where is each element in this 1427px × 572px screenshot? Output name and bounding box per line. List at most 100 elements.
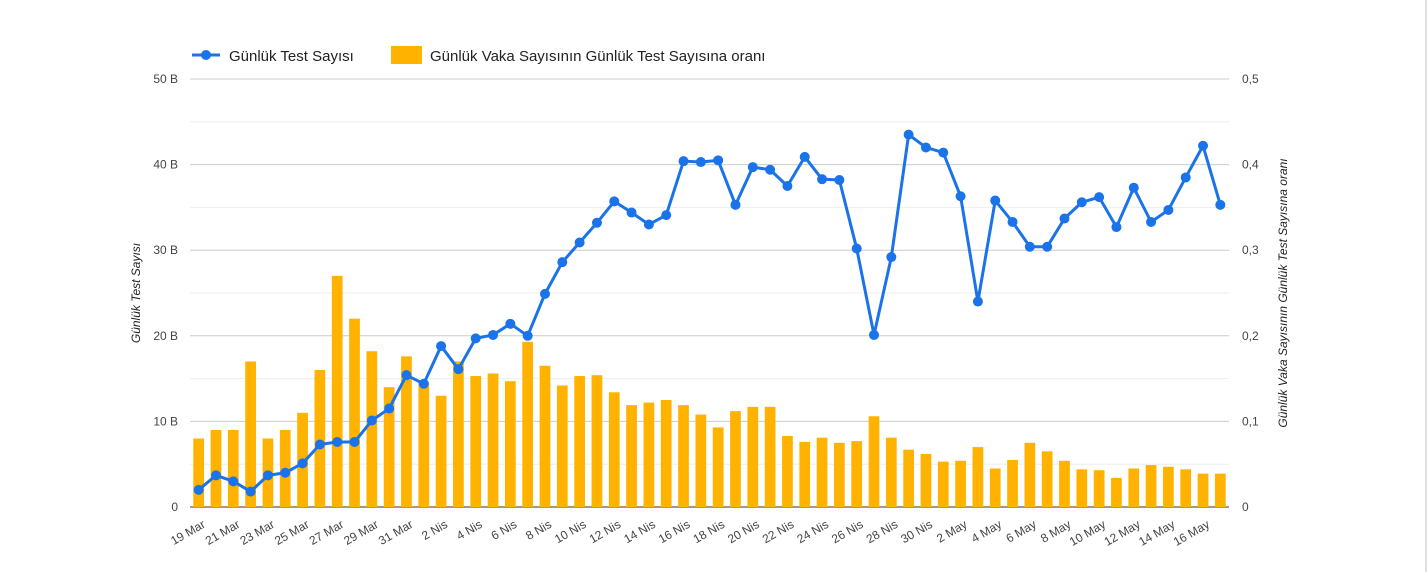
point-6-may[interactable] [1024,241,1035,252]
point-24-nis[interactable] [817,174,828,185]
point-25-nis[interactable] [834,175,845,186]
point-24-mar[interactable] [280,467,291,478]
bar-12-nis[interactable] [608,392,620,507]
point-13-may[interactable] [1146,216,1157,227]
bar-28-mar[interactable] [349,318,360,507]
bar-14-may[interactable] [1163,466,1174,507]
bar-30-mar[interactable] [383,387,395,507]
point-7-nis[interactable] [522,330,533,341]
point-8-nis[interactable] [539,288,550,299]
bar-5-may[interactable] [1007,459,1018,507]
bar-10-may[interactable] [1093,470,1105,507]
point-22-nis[interactable] [782,181,793,191]
point-17-nis[interactable] [695,157,706,168]
point-9-nis[interactable] [557,257,568,268]
point-27-nis[interactable] [869,329,880,340]
point-30-nis[interactable] [920,142,931,153]
bar-1-nis[interactable] [418,382,430,507]
bar-11-nis[interactable] [591,375,603,507]
bar-12-may[interactable] [1128,468,1140,507]
bar-16-nis[interactable] [678,405,689,507]
point-19-mar[interactable] [193,484,204,495]
point-2-may[interactable] [955,191,966,202]
bar-3-may[interactable] [972,447,984,507]
point-16-may[interactable] [1198,140,1209,151]
bar-20-mar[interactable] [210,429,222,507]
point-2-nis[interactable] [436,341,447,352]
bar-10-nis[interactable] [574,376,585,507]
point-12-may[interactable] [1128,182,1139,193]
point-23-mar[interactable] [262,470,273,481]
bar-4-may[interactable] [989,468,1001,507]
bar-16-may[interactable] [1197,473,1209,507]
point-21-nis[interactable] [765,164,776,175]
bar-27-mar[interactable] [331,275,343,507]
bar-26-mar[interactable] [314,370,326,507]
bar-4-nis[interactable] [470,376,482,507]
bar-29-nis[interactable] [903,449,915,507]
bar-31-mar[interactable] [401,356,412,507]
point-12-nis[interactable] [609,196,620,207]
point-20-mar[interactable] [210,470,221,481]
point-22-mar[interactable] [245,486,256,497]
bar-3-nis[interactable] [453,361,464,507]
bar-21-mar[interactable] [227,429,239,507]
bar-19-nis[interactable] [730,411,741,507]
point-16-nis[interactable] [678,156,689,167]
bar-6-nis[interactable] [504,381,516,507]
point-6-nis[interactable] [505,318,516,329]
legend-label-test-count[interactable]: Günlük Test Sayısı [229,48,354,65]
point-23-nis[interactable] [799,151,810,162]
bar-27-nis[interactable] [868,416,880,507]
bar-24-nis[interactable] [816,437,828,507]
point-11-may[interactable] [1111,222,1122,233]
bar-21-nis[interactable] [764,406,776,507]
bar-9-nis[interactable] [556,385,568,507]
point-14-may[interactable] [1163,204,1174,215]
bar-15-nis[interactable] [660,400,672,507]
bar-25-nis[interactable] [834,442,845,507]
bar-20-nis[interactable] [747,406,759,507]
bar-8-nis[interactable] [539,365,551,507]
point-15-nis[interactable] [661,210,672,221]
point-27-mar[interactable] [332,436,343,447]
point-19-nis[interactable] [730,199,741,210]
bar-14-nis[interactable] [643,402,655,507]
bar-1-may[interactable] [937,461,949,507]
point-20-nis[interactable] [747,162,758,173]
bar-5-nis[interactable] [487,373,499,507]
legend-label-ratio[interactable]: Günlük Vaka Sayısının Günlük Test Sayısı… [430,48,765,65]
bar-7-may[interactable] [1041,451,1053,507]
point-30-mar[interactable] [384,403,395,414]
point-1-nis[interactable] [418,378,429,389]
bar-19-mar[interactable] [193,438,205,507]
bar-2-may[interactable] [955,460,966,507]
point-26-mar[interactable] [314,439,325,450]
point-10-nis[interactable] [574,237,585,248]
bar-17-nis[interactable] [695,414,707,507]
point-10-may[interactable] [1094,192,1105,203]
bar-17-may[interactable] [1214,473,1226,507]
point-11-nis[interactable] [591,217,602,228]
point-7-may[interactable] [1042,241,1053,252]
bar-30-nis[interactable] [920,453,932,507]
point-1-may[interactable] [938,147,949,158]
point-5-nis[interactable] [488,329,499,340]
bar-2-nis[interactable] [435,395,447,507]
point-28-nis[interactable] [886,252,897,263]
point-9-may[interactable] [1076,197,1087,208]
bar-22-mar[interactable] [245,361,256,507]
bar-11-may[interactable] [1111,477,1122,507]
bar-29-mar[interactable] [366,351,378,507]
point-14-nis[interactable] [643,219,654,230]
bar-18-nis[interactable] [712,427,724,507]
point-25-mar[interactable] [297,458,308,469]
point-29-mar[interactable] [366,415,377,426]
point-3-nis[interactable] [453,364,464,375]
point-15-may[interactable] [1180,172,1191,183]
bar-26-nis[interactable] [851,441,863,507]
point-3-may[interactable] [972,296,983,307]
bar-23-nis[interactable] [799,441,811,507]
bar-7-nis[interactable] [522,341,534,507]
bar-13-may[interactable] [1145,465,1157,507]
